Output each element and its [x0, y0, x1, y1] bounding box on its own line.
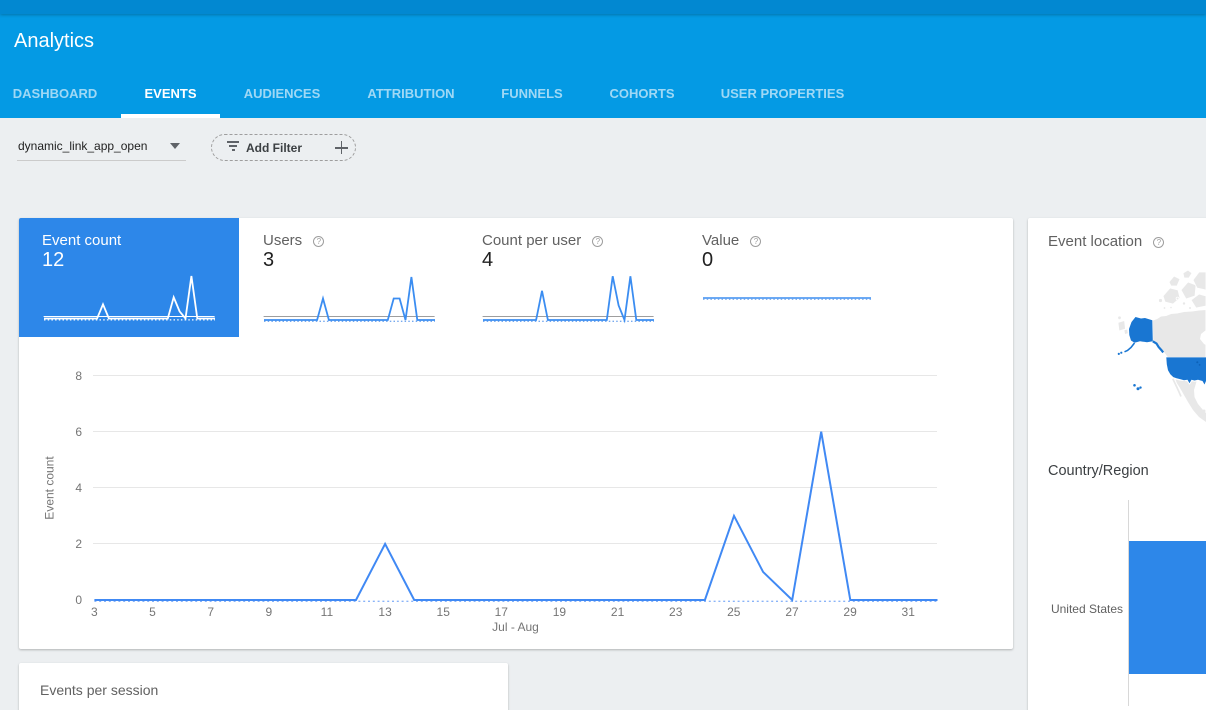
svg-text:9: 9	[265, 605, 272, 619]
svg-text:4: 4	[75, 481, 82, 495]
svg-text:15: 15	[437, 605, 451, 619]
svg-text:11: 11	[321, 605, 334, 619]
svg-text:21: 21	[611, 605, 625, 619]
svg-text:27: 27	[785, 605, 799, 619]
svg-text:23: 23	[669, 605, 683, 619]
svg-text:0: 0	[75, 593, 82, 607]
svg-text:13: 13	[378, 605, 392, 619]
svg-text:Jul - Aug: Jul - Aug	[492, 620, 539, 634]
svg-text:Event count: Event count	[43, 456, 57, 520]
svg-text:5: 5	[149, 605, 156, 619]
svg-text:29: 29	[843, 605, 857, 619]
svg-text:6: 6	[75, 425, 82, 439]
svg-text:8: 8	[75, 369, 82, 383]
svg-text:31: 31	[902, 605, 916, 619]
svg-text:7: 7	[207, 605, 214, 619]
svg-text:2: 2	[75, 537, 82, 551]
svg-text:3: 3	[91, 605, 98, 619]
svg-text:19: 19	[553, 605, 567, 619]
svg-text:25: 25	[727, 605, 741, 619]
svg-text:17: 17	[495, 605, 509, 619]
